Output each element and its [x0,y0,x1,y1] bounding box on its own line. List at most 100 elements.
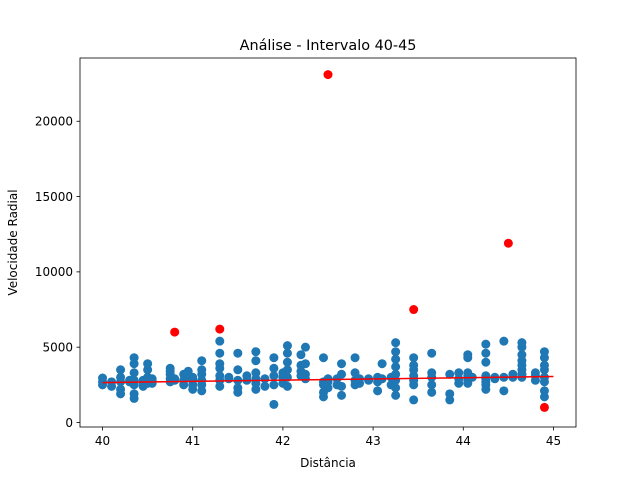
data-point [337,381,347,391]
data-point [269,380,279,390]
y-tick-label: 20000 [35,115,73,129]
x-tick-label: 45 [546,434,561,448]
data-point [165,363,175,373]
data-point [116,372,126,382]
outlier-point [503,238,513,248]
data-point [481,348,491,358]
data-point [530,368,540,378]
data-point [215,336,225,346]
data-point [282,341,292,351]
x-tick-label: 43 [365,434,380,448]
data-point [282,365,292,375]
data-point [481,339,491,349]
x-tick-label: 41 [185,434,200,448]
data-point [233,383,243,393]
data-point [282,348,292,358]
trend-line [102,375,554,384]
data-point [269,399,279,409]
data-point [116,384,126,394]
data-point [188,372,198,382]
data-point [282,381,292,391]
data-point [318,353,328,363]
data-point [427,380,437,390]
data-point [215,348,225,358]
x-tick-label: 42 [275,434,290,448]
outliers-layer [170,70,549,412]
data-point [391,354,401,364]
y-tick-label: 0 [65,416,73,430]
chart-title: Análise - Intervalo 40-45 [240,38,417,54]
data-point [215,359,225,369]
y-tick-label: 15000 [35,190,73,204]
data-point [224,374,234,384]
data-point [260,374,270,384]
data-point [300,359,310,369]
data-point [445,369,455,379]
data-point [391,390,401,400]
data-point [233,365,243,375]
data-point [282,357,292,367]
y-tick-label: 5000 [42,340,73,354]
y-axis-ticks: 0 5000 10000 15000 20000 [35,115,80,430]
data-point [98,373,108,383]
data-point [377,359,387,369]
x-axis-ticks: 40 41 42 43 44 45 [95,427,561,448]
data-point [373,386,383,396]
data-point [427,368,437,378]
data-point [350,353,360,363]
data-point [269,363,279,373]
data-point [337,359,347,369]
data-point [539,347,549,357]
data-point [391,338,401,348]
x-tick-label: 44 [456,434,471,448]
data-point [391,369,401,379]
data-point [129,389,139,399]
data-point [409,360,419,370]
data-point [260,381,270,391]
outlier-point [215,324,225,334]
data-point [116,365,126,375]
data-point [499,386,509,396]
data-point [337,369,347,379]
data-point [481,371,491,381]
data-point [517,338,527,348]
y-axis-label: Velocidade Radial [6,189,20,295]
data-point [337,390,347,400]
data-point [300,342,310,352]
data-point [269,371,279,381]
data-point [391,347,401,357]
data-point [409,353,419,363]
data-point [463,350,473,360]
axes-frame [79,57,577,428]
data-point [129,353,139,363]
data-point [530,375,540,385]
data-point [323,374,333,384]
data-point [251,368,261,378]
data-point [215,371,225,381]
data-point [129,368,139,378]
outlier-point [409,305,419,315]
data-point [454,368,464,378]
outlier-point [170,327,180,337]
data-point [251,347,261,357]
x-tick-label: 40 [95,434,110,448]
data-point [269,353,279,363]
data-point [251,356,261,366]
data-point [197,365,207,375]
data-point [481,357,491,367]
data-point [300,369,310,379]
data-point [296,350,306,360]
data-point [391,362,401,372]
data-point [242,371,252,381]
data-point [517,350,527,360]
x-axis-label: Distância [300,456,356,470]
data-point [539,360,549,370]
outlier-point [539,402,549,412]
data-point [427,348,437,358]
outlier-point [323,70,333,80]
data-point [233,348,243,358]
data-point [197,356,207,366]
data-point [445,389,455,399]
